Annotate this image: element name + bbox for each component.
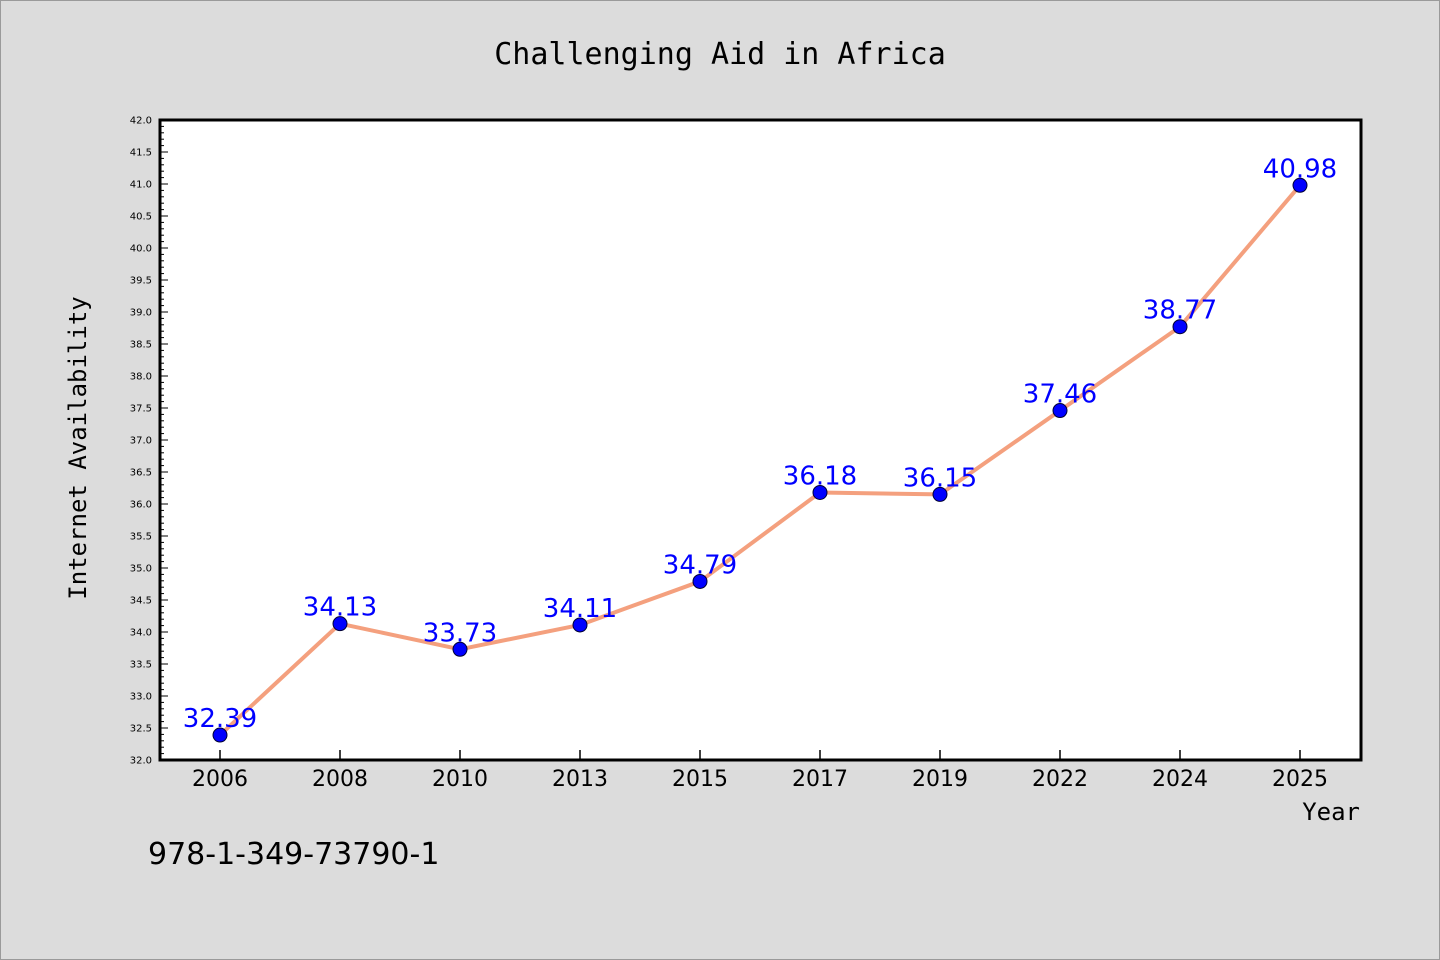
- data-label: 32.39: [183, 704, 257, 734]
- data-label: 37.46: [1023, 380, 1097, 410]
- y-tick-label: 33.0: [130, 692, 152, 703]
- y-tick-label: 35.5: [130, 532, 152, 543]
- data-label: 38.77: [1143, 296, 1217, 326]
- x-tick-label: 2008: [312, 767, 368, 792]
- data-point: [1052, 403, 1068, 419]
- series-markers: [212, 177, 1308, 743]
- y-tick-label: 38.5: [130, 340, 152, 351]
- x-tick-label: 2013: [552, 767, 608, 792]
- footer-text: 978-1-349-73790-1: [148, 837, 439, 872]
- data-point: [212, 727, 228, 743]
- x-tick-label: 2010: [432, 767, 488, 792]
- x-tick-label: 2019: [912, 767, 968, 792]
- y-tick-label: 35.0: [130, 564, 152, 575]
- data-point: [572, 617, 588, 633]
- data-label: 34.11: [543, 594, 617, 624]
- data-point: [1172, 319, 1188, 335]
- data-label: 34.79: [663, 550, 737, 580]
- data-point: [332, 616, 348, 632]
- x-tick-label: 2025: [1272, 767, 1328, 792]
- data-label: 40.98: [1263, 154, 1337, 184]
- x-axis-label: Year: [1302, 798, 1360, 826]
- y-tick-label: 41.5: [130, 148, 152, 159]
- data-point: [1292, 177, 1308, 193]
- data-label: 36.18: [783, 461, 857, 491]
- x-tick-label: 2015: [672, 767, 728, 792]
- y-tick-label: 34.5: [130, 596, 152, 607]
- data-label: 34.13: [303, 593, 377, 623]
- y-tick-label: 42.0: [130, 116, 152, 127]
- y-tick-label: 32.0: [130, 756, 152, 767]
- y-axis-label: Internet Availability: [64, 296, 92, 599]
- y-tick-label: 40.5: [130, 212, 152, 223]
- y-tick-label: 32.5: [130, 724, 152, 735]
- y-tick-label: 39.0: [130, 308, 152, 319]
- data-point: [452, 641, 468, 657]
- plot-area: [158, 118, 1363, 762]
- chart-title: Challenging Aid in Africa: [494, 37, 946, 72]
- y-tick-label: 33.5: [130, 660, 152, 671]
- y-axis: 32.0 32.5 33.0 33.5 34.0 34.5 35.0 35.5 36.0 36.5…: [130, 116, 168, 767]
- series-line: [218, 183, 1302, 737]
- y-tick-label: 37.5: [130, 404, 152, 415]
- x-tick-label: 2024: [1152, 767, 1208, 792]
- y-tick-label: 37.0: [130, 436, 152, 447]
- x-tick-label: 2006: [192, 767, 248, 792]
- data-label: 36.15: [903, 463, 977, 493]
- y-tick-label: 36.5: [130, 468, 152, 479]
- data-label: 33.73: [423, 618, 497, 648]
- x-tick-label: 2017: [792, 767, 848, 792]
- y-tick-label: 36.0: [130, 500, 152, 511]
- y-tick-label: 40.0: [130, 244, 152, 255]
- data-labels: 32.39 34.13 33.73 34.11 34.79 36.18 36.15 37.46…: [183, 154, 1337, 734]
- data-point: [812, 484, 828, 500]
- x-axis: 2006 2008 2010 2013 2015 2017 2019 2022 2024 2025: [192, 750, 1328, 792]
- y-tick-label: 34.0: [130, 628, 152, 639]
- data-point: [932, 486, 948, 502]
- data-point: [692, 573, 708, 589]
- y-tick-label: 41.0: [130, 180, 152, 191]
- y-tick-label: 38.0: [130, 372, 152, 383]
- y-tick-label: 39.5: [130, 276, 152, 287]
- x-tick-label: 2022: [1032, 767, 1088, 792]
